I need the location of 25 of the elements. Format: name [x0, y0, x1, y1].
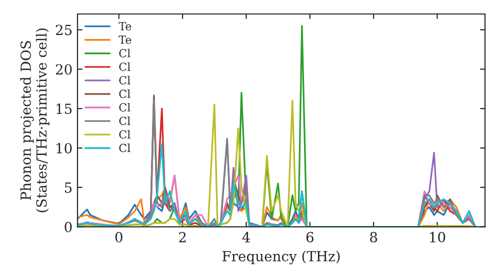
y-tick-label: 10: [56, 142, 72, 154]
legend-label: Cl: [119, 102, 130, 112]
x-tick-label: 4: [242, 232, 250, 242]
legend-label: Cl: [119, 116, 130, 126]
x-axis-title: Frequency (THz): [222, 250, 340, 264]
x-tick-label: 2: [179, 232, 186, 242]
legend-label: Te: [118, 22, 132, 30]
legend-label: Cl: [119, 144, 130, 152]
legend-label: Cl: [119, 48, 130, 58]
y-axis-title: Phonon projected DOS (States/THz·primitive cell): [20, 28, 50, 212]
x-tick-label: 8: [370, 232, 378, 242]
y-tick-label: 20: [56, 64, 72, 75]
y-tick-label: 15: [56, 104, 72, 114]
y-tick-label: 25: [56, 24, 72, 36]
legend-label: Cl: [119, 130, 130, 139]
legend-label: Cl: [119, 62, 130, 71]
line-series: [78, 143, 476, 227]
y-tick-label: 0: [64, 222, 72, 232]
x-tick-label: 0: [115, 232, 122, 242]
x-tick-label: 6: [306, 232, 314, 242]
legend-label: Cl: [119, 89, 130, 98]
x-tick-label: 10: [430, 232, 446, 242]
legend-label: Te: [118, 36, 132, 44]
y-tick-label: 5: [64, 182, 72, 193]
legend-label: Cl: [119, 76, 130, 85]
